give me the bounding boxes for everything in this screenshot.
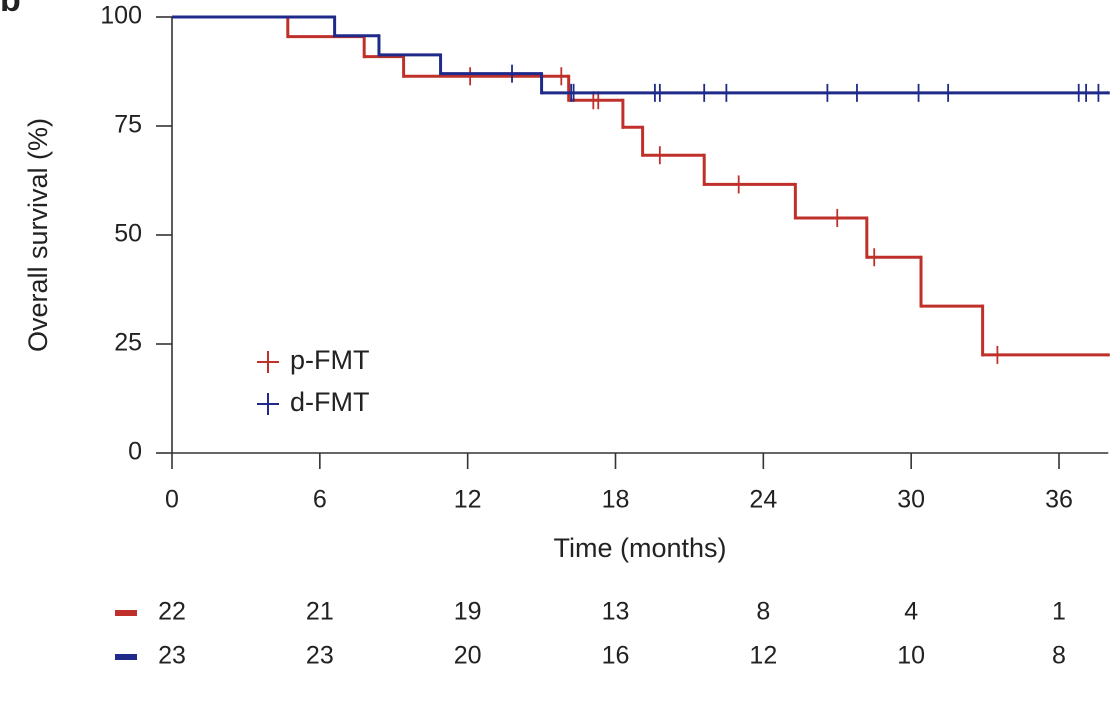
y-tick-label: 75 (114, 111, 142, 139)
y-tick-label: 0 (128, 438, 142, 466)
x-tick-label: 24 (749, 486, 777, 514)
at-risk-count: 19 (454, 598, 482, 626)
y-tick-label: 100 (100, 2, 142, 30)
y-tick-label: 50 (114, 220, 142, 248)
at-risk-count: 4 (904, 598, 918, 626)
legend-label: p-FMT (290, 345, 369, 375)
at-risk-count: 12 (749, 642, 777, 670)
legend-label: d-FMT (290, 387, 369, 417)
at-risk-count: 20 (454, 642, 482, 670)
at-risk-count: 16 (602, 642, 630, 670)
at-risk-count: 21 (306, 598, 334, 626)
x-tick-label: 6 (313, 486, 327, 514)
risk-key (115, 654, 137, 660)
at-risk-count: 10 (897, 642, 925, 670)
at-risk-count: 13 (602, 598, 630, 626)
risk-key (115, 610, 137, 616)
at-risk-count: 8 (1052, 642, 1066, 670)
x-tick-label: 12 (454, 486, 482, 514)
at-risk-count: 1 (1052, 598, 1066, 626)
at-risk-count: 23 (158, 642, 186, 670)
x-tick-label: 30 (897, 486, 925, 514)
y-tick-label: 25 (114, 329, 142, 357)
y-axis-title: Overall survival (%) (23, 118, 53, 352)
at-risk-count: 8 (756, 598, 770, 626)
x-axis-title: Time (months) (553, 533, 726, 563)
panel-label: b (0, 0, 21, 19)
x-tick-label: 36 (1045, 486, 1073, 514)
x-tick-label: 18 (602, 486, 630, 514)
x-tick-label: 0 (165, 486, 179, 514)
at-risk-count: 23 (306, 642, 334, 670)
at-risk-count: 22 (158, 598, 186, 626)
